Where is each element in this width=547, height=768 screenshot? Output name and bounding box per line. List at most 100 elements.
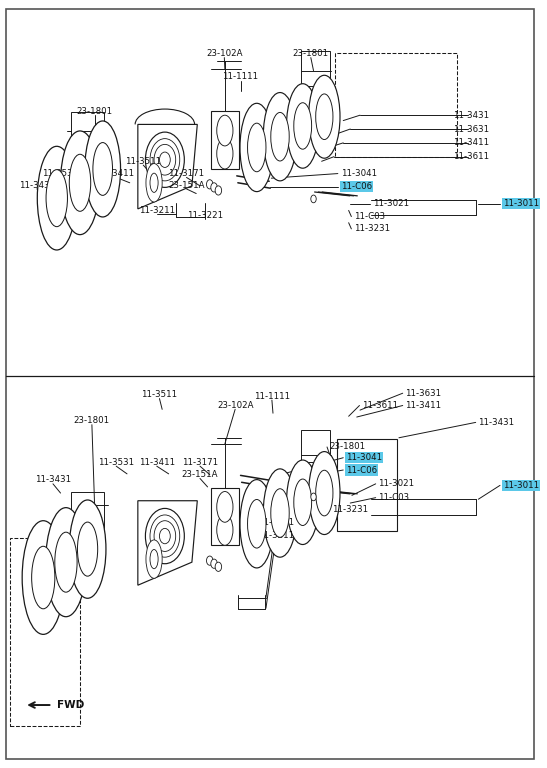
Ellipse shape bbox=[78, 522, 98, 576]
Text: 11-3021: 11-3021 bbox=[373, 199, 409, 208]
Ellipse shape bbox=[37, 146, 76, 250]
Ellipse shape bbox=[240, 103, 274, 191]
Ellipse shape bbox=[271, 488, 289, 538]
Text: 11-1111: 11-1111 bbox=[254, 392, 290, 401]
Text: 11-1111: 11-1111 bbox=[223, 72, 259, 81]
Ellipse shape bbox=[240, 479, 274, 568]
Bar bbox=[337, 439, 397, 531]
Circle shape bbox=[311, 493, 316, 501]
Text: 11-3041: 11-3041 bbox=[346, 453, 382, 462]
Ellipse shape bbox=[85, 121, 120, 217]
Ellipse shape bbox=[316, 470, 333, 516]
Bar bbox=[71, 492, 104, 530]
Ellipse shape bbox=[271, 112, 289, 161]
Ellipse shape bbox=[160, 152, 170, 167]
Text: 11-3411: 11-3411 bbox=[139, 458, 175, 467]
Bar bbox=[300, 430, 330, 462]
Text: 11-3211: 11-3211 bbox=[258, 531, 294, 540]
Text: 23-151A: 23-151A bbox=[182, 470, 218, 479]
Text: 11-3431: 11-3431 bbox=[35, 475, 71, 485]
Ellipse shape bbox=[294, 103, 312, 149]
Bar bbox=[300, 51, 330, 86]
Text: 11-3171: 11-3171 bbox=[168, 169, 205, 178]
Ellipse shape bbox=[263, 468, 297, 558]
Text: 11-3511: 11-3511 bbox=[125, 157, 161, 166]
Text: 11-3431: 11-3431 bbox=[19, 181, 55, 190]
Text: 11-3611: 11-3611 bbox=[453, 152, 489, 161]
Text: 23-102A: 23-102A bbox=[206, 49, 242, 58]
Circle shape bbox=[215, 562, 222, 571]
Ellipse shape bbox=[309, 452, 340, 535]
Circle shape bbox=[206, 180, 213, 189]
Text: 11-3631: 11-3631 bbox=[405, 389, 441, 398]
Text: 11-3531: 11-3531 bbox=[98, 458, 134, 467]
Text: 11-3021: 11-3021 bbox=[379, 479, 415, 488]
Ellipse shape bbox=[217, 492, 233, 522]
Ellipse shape bbox=[287, 460, 319, 545]
Ellipse shape bbox=[146, 164, 162, 202]
Text: 11-3231: 11-3231 bbox=[354, 224, 390, 233]
Ellipse shape bbox=[146, 508, 184, 564]
Circle shape bbox=[211, 559, 217, 568]
Ellipse shape bbox=[150, 550, 158, 568]
Ellipse shape bbox=[146, 132, 184, 187]
Circle shape bbox=[311, 195, 316, 203]
Bar bbox=[10, 538, 80, 726]
Ellipse shape bbox=[294, 479, 312, 525]
Text: 11-3531: 11-3531 bbox=[42, 169, 78, 178]
Text: 11-3171: 11-3171 bbox=[182, 458, 218, 467]
Text: 23-1801: 23-1801 bbox=[293, 49, 329, 58]
Text: 11-C03: 11-C03 bbox=[354, 212, 385, 221]
Ellipse shape bbox=[22, 521, 65, 634]
Text: FWD: FWD bbox=[57, 700, 84, 710]
Text: 11-3631: 11-3631 bbox=[453, 124, 489, 134]
Text: 11-3431: 11-3431 bbox=[479, 418, 515, 427]
Ellipse shape bbox=[55, 532, 77, 592]
Text: 11-C03: 11-C03 bbox=[379, 493, 410, 502]
Ellipse shape bbox=[309, 75, 340, 158]
Text: 11-3231: 11-3231 bbox=[333, 505, 369, 514]
Text: 11-3411: 11-3411 bbox=[405, 401, 441, 410]
Text: 23-1801: 23-1801 bbox=[77, 107, 113, 116]
Ellipse shape bbox=[93, 143, 113, 195]
Ellipse shape bbox=[150, 174, 158, 193]
Ellipse shape bbox=[160, 528, 170, 544]
Text: 11-C06: 11-C06 bbox=[341, 182, 371, 191]
Text: 11-3041: 11-3041 bbox=[341, 169, 377, 178]
Ellipse shape bbox=[248, 123, 266, 172]
Ellipse shape bbox=[46, 170, 67, 227]
Ellipse shape bbox=[217, 515, 233, 545]
Text: 23-1801: 23-1801 bbox=[330, 442, 366, 452]
Ellipse shape bbox=[69, 154, 91, 211]
Text: 11-3611: 11-3611 bbox=[362, 401, 398, 410]
Text: 11-3411: 11-3411 bbox=[98, 169, 134, 178]
Ellipse shape bbox=[146, 540, 162, 578]
Text: 11-3011: 11-3011 bbox=[503, 199, 539, 208]
Ellipse shape bbox=[61, 131, 100, 235]
Text: 11-3411: 11-3411 bbox=[453, 138, 489, 147]
Polygon shape bbox=[138, 501, 197, 585]
Text: 11-3211: 11-3211 bbox=[139, 206, 175, 215]
Ellipse shape bbox=[287, 84, 319, 168]
Ellipse shape bbox=[248, 499, 266, 548]
Ellipse shape bbox=[46, 508, 86, 617]
Text: 23-1801: 23-1801 bbox=[74, 416, 110, 425]
Text: 23-151A: 23-151A bbox=[168, 181, 205, 190]
Text: 11-3221: 11-3221 bbox=[258, 518, 294, 527]
Text: 11-3011: 11-3011 bbox=[503, 481, 539, 490]
Circle shape bbox=[206, 556, 213, 565]
Polygon shape bbox=[138, 124, 197, 209]
Text: 23-102A: 23-102A bbox=[217, 401, 253, 410]
Text: 11-3511: 11-3511 bbox=[142, 390, 178, 399]
FancyBboxPatch shape bbox=[211, 111, 239, 169]
Bar bbox=[335, 53, 457, 157]
Text: 11-3431: 11-3431 bbox=[453, 111, 489, 120]
Ellipse shape bbox=[316, 94, 333, 140]
Text: 11-C06: 11-C06 bbox=[346, 465, 377, 475]
Text: 11-3221: 11-3221 bbox=[187, 210, 224, 220]
Circle shape bbox=[215, 186, 222, 195]
Ellipse shape bbox=[217, 115, 233, 146]
Circle shape bbox=[211, 183, 217, 192]
FancyBboxPatch shape bbox=[211, 488, 239, 545]
Bar bbox=[71, 112, 104, 151]
